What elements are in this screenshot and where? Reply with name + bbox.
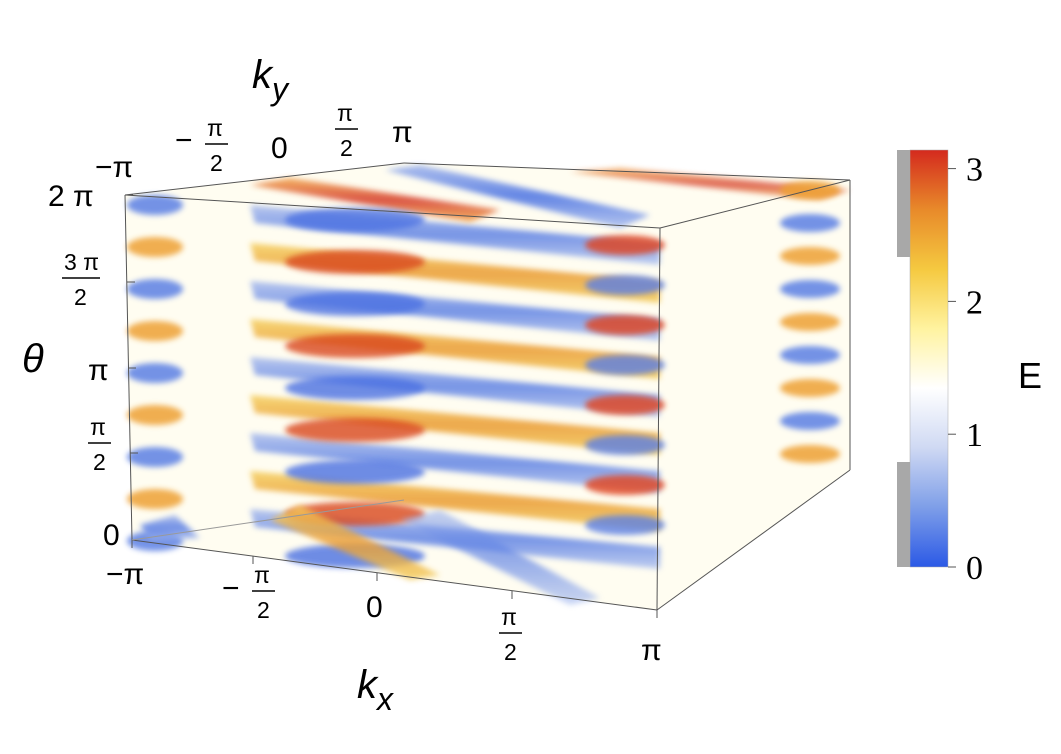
side-face-blob xyxy=(780,214,840,232)
ribbon-corner-blue xyxy=(140,515,200,540)
ky-tick-zero: 0 xyxy=(271,132,288,165)
theta-tick-half-pi-num: π xyxy=(90,414,106,440)
side-face-blob xyxy=(780,346,840,364)
kx-tick-neg-pi: −π xyxy=(106,558,144,591)
kx-tick-neg-half-pi-num: π xyxy=(254,562,270,588)
ribbon-band xyxy=(250,319,660,379)
left-face-blob xyxy=(127,405,183,425)
front-right-oval xyxy=(585,395,665,415)
ky-tick-neg-pi: −π xyxy=(95,151,133,184)
front-right-oval xyxy=(585,475,665,495)
kx-tick-neg-half-pi-den: 2 xyxy=(257,597,270,623)
kx-tick-half-pi-den: 2 xyxy=(504,639,517,665)
left-face-blob xyxy=(127,321,183,341)
mid-oval xyxy=(285,376,425,400)
svg-text:kx: kx xyxy=(357,663,394,717)
svg-text:ky: ky xyxy=(252,53,290,107)
colorbar-tick-label: 0 xyxy=(966,550,983,587)
left-face-blob xyxy=(127,489,183,509)
front-right-oval xyxy=(585,435,665,455)
mid-oval xyxy=(285,250,425,274)
mid-oval xyxy=(285,292,425,316)
ribbon-top-blue xyxy=(385,165,650,228)
ribbon-lower-blue xyxy=(400,510,600,605)
left-face-blob xyxy=(127,447,183,467)
ky-tick-neg-half-pi-den: 2 xyxy=(210,150,223,176)
svg-text:θ: θ xyxy=(22,337,44,381)
ribbon-band xyxy=(250,471,660,531)
colorbar: 0 1 2 3 E xyxy=(897,149,1042,587)
theta-tick-three-half-pi-den: 2 xyxy=(74,284,87,310)
bounding-box xyxy=(124,162,851,611)
kx-tick-labels: −π − π 2 0 π 2 π xyxy=(106,558,662,667)
ky-tick-pi: π xyxy=(392,116,413,149)
left-face-blob xyxy=(127,279,183,299)
ribbon-top-red xyxy=(250,178,500,222)
mid-oval xyxy=(285,208,425,232)
side-face-blob xyxy=(780,379,840,397)
colorbar-tick-label: 3 xyxy=(966,152,983,189)
tick-marks xyxy=(125,194,658,618)
theta-axis-label: θ xyxy=(22,337,44,381)
colorbar-ticks: 0 1 2 3 xyxy=(948,152,983,587)
kx-tick-half-pi-num: π xyxy=(501,604,517,630)
kx-tick-neg-half-pi-sign: − xyxy=(222,572,240,605)
left-face-blob xyxy=(127,237,183,257)
front-right-oval xyxy=(585,235,665,255)
front-right-oval xyxy=(585,275,665,295)
theta-tick-labels: 2 π 3 π 2 π π 2 0 xyxy=(48,180,120,552)
colorbar-gray-band-low xyxy=(897,462,911,567)
mid-oval xyxy=(285,418,425,442)
theta-tick-zero: 0 xyxy=(103,519,120,552)
ky-tick-half-pi-den: 2 xyxy=(340,135,353,161)
colorbar-label: E xyxy=(1018,355,1042,396)
ky-tick-half-pi-num: π xyxy=(337,100,353,126)
colorbar-gray-band-high xyxy=(897,150,911,257)
theta-tick-two-pi: 2 π xyxy=(48,180,94,213)
mid-oval xyxy=(285,334,425,358)
front-right-oval xyxy=(585,355,665,375)
theta-tick-half-pi-den: 2 xyxy=(93,449,106,475)
ky-tick-neg-half-pi-num: π xyxy=(207,115,223,141)
left-face-blob xyxy=(127,195,183,215)
ribbon-band xyxy=(250,433,660,493)
ribbon-lower-tail xyxy=(270,505,440,580)
left-face-blob xyxy=(127,363,183,383)
ky-axis-label: ky xyxy=(252,53,290,107)
side-face-blob xyxy=(780,247,840,265)
colorbar-tick-label: 1 xyxy=(966,417,983,454)
ky-tick-neg-half-pi-sign: − xyxy=(175,124,193,157)
theta-tick-pi: π xyxy=(88,354,109,387)
side-face-blob xyxy=(780,280,840,298)
ky-tick-labels: −π − π 2 0 π 2 π xyxy=(95,100,413,184)
mid-oval xyxy=(285,460,425,484)
density-ribbons xyxy=(127,165,850,605)
ribbon-band xyxy=(250,357,660,417)
kx-tick-zero: 0 xyxy=(366,591,383,624)
side-face-blob xyxy=(780,412,840,430)
ribbon-band xyxy=(250,395,660,455)
ribbon-top-red-far xyxy=(570,168,850,200)
colorbar-gradient-bar xyxy=(909,149,949,568)
theta-tick-three-half-pi-num: 3 π xyxy=(64,249,99,275)
front-right-oval xyxy=(585,515,665,535)
side-face-blob xyxy=(780,313,840,331)
colorbar-tick-label: 2 xyxy=(966,284,983,321)
kx-axis-label: kx xyxy=(357,663,394,717)
side-face-blob xyxy=(780,445,840,463)
kx-tick-pi: π xyxy=(641,634,662,667)
front-right-oval xyxy=(585,315,665,335)
